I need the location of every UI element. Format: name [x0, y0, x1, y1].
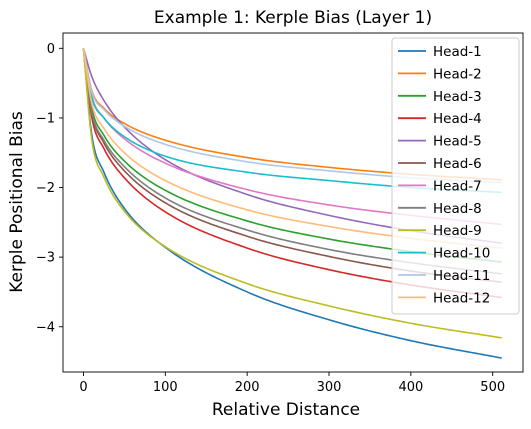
- legend-label-head-12: Head-12: [433, 290, 490, 306]
- y-tick-label: −2: [36, 181, 55, 196]
- chart-title: Example 1: Kerple Bias (Layer 1): [154, 8, 432, 28]
- series-line-head-8: [82, 48, 502, 275]
- x-tick-label: 100: [153, 380, 178, 395]
- legend-label-head-6: Head-6: [433, 156, 482, 172]
- legend-box: [391, 37, 520, 315]
- y-axis-label: Kerple Positional Bias: [7, 111, 27, 293]
- legend-label-head-3: Head-3: [433, 89, 482, 105]
- legend: Head-1 Head-2 Head-3 Head-4 Head-5 Head-6 Head…: [391, 37, 520, 315]
- plot-lines: [82, 48, 502, 359]
- y-tick-label: 0: [47, 42, 55, 57]
- x-tick-label: 500: [480, 380, 505, 395]
- series-line-head-10: [82, 48, 502, 194]
- series-line-head-4: [82, 48, 502, 299]
- plot-frame: [62, 32, 524, 373]
- series-line-head-9: [82, 48, 502, 339]
- legend-label-head-4: Head-4: [433, 111, 482, 127]
- legend-label-head-9: Head-9: [433, 223, 482, 239]
- y-tick-label: −4: [36, 320, 55, 335]
- series-line-head-3: [82, 48, 502, 263]
- legend-label-head-7: Head-7: [433, 178, 482, 194]
- y-axis: 0 −1 −2 −3 −4: [36, 42, 63, 335]
- x-axis: 0 100 200 300 400 500: [79, 372, 505, 395]
- x-axis-label: Relative Distance: [212, 400, 360, 420]
- x-tick-label: 400: [398, 380, 423, 395]
- legend-label-head-2: Head-2: [433, 66, 482, 82]
- series-line-head-5: [82, 48, 502, 245]
- x-tick-label: 0: [79, 380, 87, 395]
- y-tick-label: −1: [36, 111, 55, 126]
- series-line-head-11: [82, 48, 502, 184]
- legend-label-head-5: Head-5: [433, 134, 482, 150]
- legend-label-head-10: Head-10: [433, 246, 490, 262]
- legend-label-head-11: Head-11: [433, 268, 490, 284]
- series-line-head-12: [82, 48, 502, 249]
- legend-label-head-1: Head-1: [433, 44, 482, 60]
- x-tick-label: 200: [235, 380, 260, 395]
- x-tick-label: 300: [317, 380, 342, 395]
- y-tick-label: −3: [36, 251, 55, 266]
- legend-label-head-8: Head-8: [433, 201, 482, 217]
